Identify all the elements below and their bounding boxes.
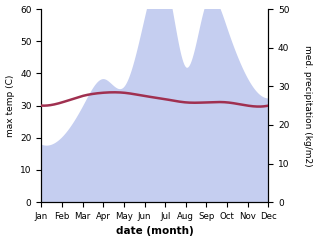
Y-axis label: med. precipitation (kg/m2): med. precipitation (kg/m2) (303, 45, 313, 166)
Y-axis label: max temp (C): max temp (C) (5, 75, 15, 137)
X-axis label: date (month): date (month) (116, 227, 194, 236)
